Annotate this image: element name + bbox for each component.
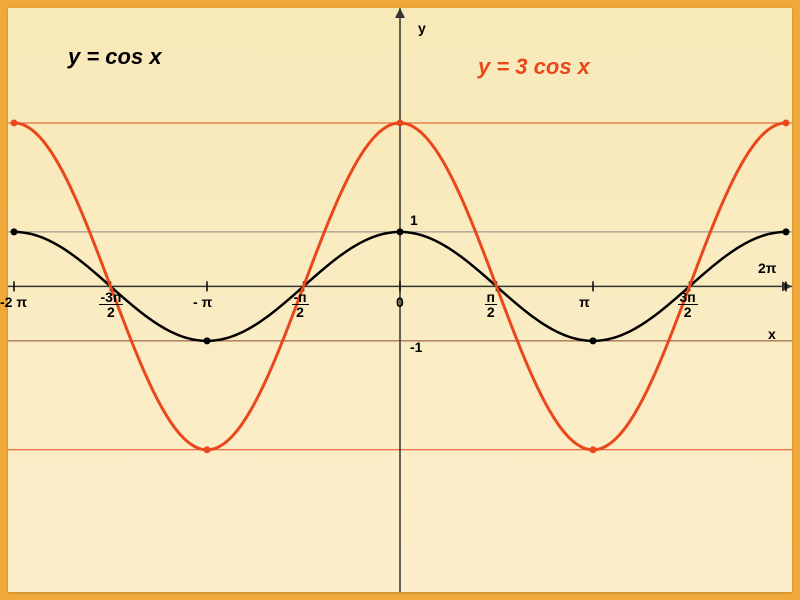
chart-area: y = cos x y = 3 cos x y x -2 π-3п2- π-п2…	[8, 8, 792, 592]
x-tick-frac: -3п2	[99, 290, 124, 319]
series1-title: y = cos x	[68, 44, 162, 70]
x-tick-label: 0	[396, 294, 404, 310]
y-axis-label: y	[418, 20, 426, 36]
y-tick-label: -1	[410, 339, 422, 355]
x-tick-label: π	[579, 294, 590, 310]
series2-title: y = 3 cos x	[478, 54, 590, 80]
y-tick-label: 1	[410, 212, 418, 228]
x-tick-frac: п2	[485, 290, 497, 319]
x-tick-frac: 3п2	[678, 290, 698, 319]
x-tick-label: - π	[193, 294, 212, 310]
x-tick-label: -2 π	[0, 294, 27, 310]
x-tick-label: 2π	[758, 260, 777, 276]
outer-frame: y = cos x y = 3 cos x y x -2 π -3п2 - π -п2…	[0, 0, 800, 600]
x-tick-frac: -п2	[292, 290, 309, 319]
x-axis-label: x	[768, 326, 776, 342]
